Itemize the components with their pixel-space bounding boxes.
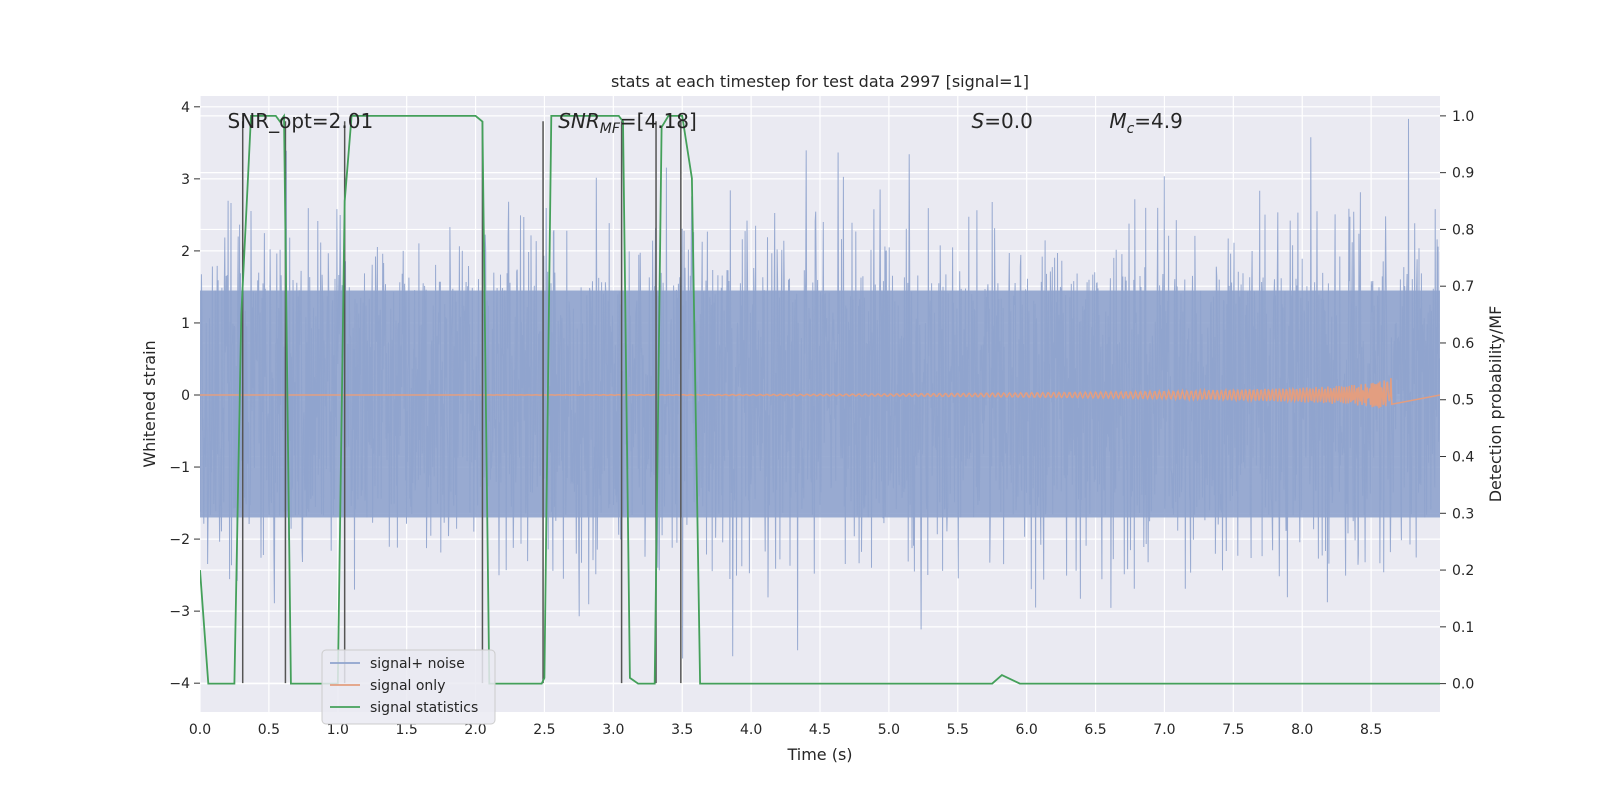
y-right-tick-label: 0.4: [1452, 450, 1474, 466]
x-tick-label: 1.0: [327, 722, 349, 738]
y-right-tick-label: 0.3: [1452, 506, 1474, 522]
legend: signal+ noise signal only signal statist…: [321, 649, 496, 725]
x-tick-label: 2.0: [464, 722, 486, 738]
x-tick-label: 1.5: [396, 722, 418, 738]
legend-label-signal: signal only: [370, 678, 445, 694]
series-line-signal-only: [200, 378, 1440, 409]
statistics-series: [200, 113, 1440, 685]
legend-box: [321, 649, 496, 725]
x-tick-label: 3.5: [671, 722, 693, 738]
y-tick-label: 0: [181, 388, 190, 404]
annotation: SNR_opt=2.01: [228, 109, 374, 133]
y-right-tick-label: 1.0: [1452, 109, 1474, 125]
annotation: S=0.0: [972, 109, 1033, 133]
ticks: 0.0 0.5 1.0 1.5 2.0 2.5 3.0 3.5 4.0 4.5 5.0 5.5 6.0 6…: [169, 100, 1474, 738]
x-tick-label: 2.5: [533, 722, 555, 738]
y-axis-label-right: Detection probability/MF: [1486, 306, 1505, 503]
x-tick-label: 8.5: [1360, 722, 1382, 738]
legend-label-statistics: signal statistics: [370, 700, 478, 716]
y-right-tick-label: 0.2: [1452, 563, 1474, 579]
annotations: SNR_opt=2.01 SNRMF=[4.18] S=0.0 Mc=4.9: [228, 109, 1183, 137]
y-tick-label: 1: [181, 316, 190, 332]
series-line-signal-noise: [200, 118, 1440, 659]
annotation: Mc=4.9: [1109, 109, 1183, 137]
chart-title: stats at each timestep for test data 299…: [611, 72, 1029, 91]
noise-series: [200, 118, 1440, 659]
y-right-tick-label: 0.7: [1452, 279, 1474, 295]
x-tick-label: 5.5: [947, 722, 969, 738]
x-tick-label: 7.5: [1222, 722, 1244, 738]
y-axis-label: Whitened strain: [140, 340, 159, 467]
y-right-tick-label: 0.1: [1452, 620, 1474, 636]
series-line-statistics: [200, 113, 1440, 685]
y-tick-label: −2: [169, 532, 190, 548]
x-tick-label: 5.0: [878, 722, 900, 738]
legend-label-noise: signal+ noise: [370, 656, 465, 672]
detection-vlines: [241, 121, 682, 684]
x-tick-label: 0.5: [258, 722, 280, 738]
y-right-tick-label: 0.0: [1452, 677, 1474, 693]
signal-only-series: [200, 378, 1440, 409]
y-tick-label: 3: [181, 172, 190, 188]
y-tick-label: −4: [169, 676, 190, 692]
x-tick-label: 7.0: [1153, 722, 1175, 738]
y-tick-label: 2: [181, 244, 190, 260]
x-tick-label: 0.0: [189, 722, 211, 738]
annotation: SNRMF=[4.18]: [558, 109, 697, 137]
x-tick-label: 6.0: [1016, 722, 1038, 738]
x-tick-label: 3.0: [602, 722, 624, 738]
y-right-tick-label: 0.5: [1452, 393, 1474, 409]
y-tick-label: 4: [181, 100, 190, 116]
x-tick-label: 8.0: [1291, 722, 1313, 738]
y-right-tick-label: 0.6: [1452, 336, 1474, 352]
y-right-tick-label: 0.8: [1452, 222, 1474, 238]
y-right-tick-label: 0.9: [1452, 166, 1474, 182]
x-tick-label: 4.5: [809, 722, 831, 738]
x-axis-label: Time (s): [786, 745, 852, 764]
y-tick-label: −1: [169, 460, 190, 476]
x-tick-label: 4.0: [740, 722, 762, 738]
y-tick-label: −3: [169, 604, 190, 620]
x-tick-label: 6.5: [1084, 722, 1106, 738]
